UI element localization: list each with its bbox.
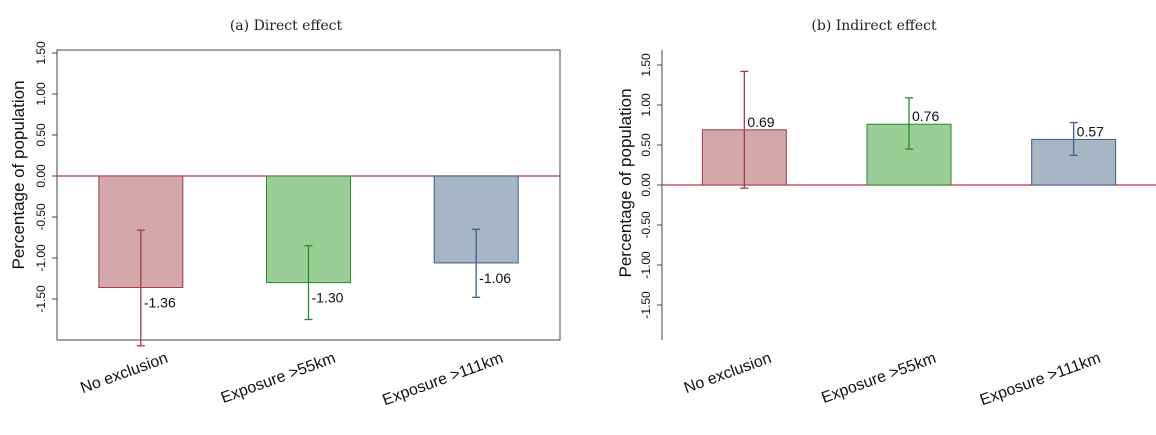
x-category-label: No exclusion: [682, 350, 774, 397]
panel-indirect-effect: (b) Indirect effect Percentage of popula…: [616, 18, 1156, 409]
y-tick-label: 0.50: [639, 133, 653, 157]
data-label: -1.06: [479, 270, 511, 286]
y-tick-label: 0.00: [639, 173, 653, 197]
x-category-label: Exposure >55km: [219, 350, 338, 407]
y-tick-label: 1.00: [639, 93, 653, 117]
x-category-label: No exclusion: [78, 350, 170, 397]
x-category-label: Exposure >111km: [380, 350, 505, 409]
x-category-label: Exposure >55km: [819, 350, 938, 407]
y-tick-label: 1.00: [34, 82, 48, 106]
x-category-label: Exposure >111km: [978, 350, 1103, 409]
y-tick-label: 0.00: [34, 164, 48, 188]
y-axis-ticks: 1.50 1.00 0.50 0.00 -0.50 -1.00 -1.50: [34, 41, 57, 313]
y-tick-label: -1.50: [34, 285, 48, 313]
y-tick-label: -1.50: [639, 291, 653, 319]
y-tick-label: -0.50: [639, 211, 653, 239]
y-axis-ticks: 1.50 1.00 0.50 0.00 -0.50 -1.00 -1.50: [639, 53, 662, 319]
y-tick-label: -0.50: [34, 203, 48, 231]
y-axis-label: Percentage of population: [9, 80, 28, 269]
y-tick-label: 1.50: [639, 53, 653, 77]
y-tick-label: 0.50: [34, 123, 48, 147]
data-label: 0.76: [912, 108, 939, 124]
y-axis-label: Percentage of population: [616, 88, 635, 277]
bars-group: -1.36 -1.30 -1.06: [57, 175, 560, 347]
data-label: 0.69: [747, 114, 774, 130]
x-axis-labels: No exclusion Exposure >55km Exposure >111k…: [78, 350, 505, 409]
panel-title: (b) Indirect effect: [811, 18, 937, 34]
data-label: 0.57: [1077, 123, 1104, 139]
panel-direct-effect: (a) Direct effect Percentage of populati…: [9, 18, 561, 409]
data-label: -1.30: [312, 290, 344, 306]
panel-title: (a) Direct effect: [230, 18, 343, 34]
y-tick-label: 1.50: [34, 41, 48, 65]
data-label: -1.36: [144, 295, 176, 311]
plot-frame: [56, 49, 561, 341]
bars-group: 0.69 0.76 0.57: [662, 70, 1156, 189]
y-tick-label: -1.00: [34, 244, 48, 272]
x-axis-labels: No exclusion Exposure >55km Exposure >111k…: [682, 350, 1103, 409]
y-tick-label: -1.00: [639, 251, 653, 279]
